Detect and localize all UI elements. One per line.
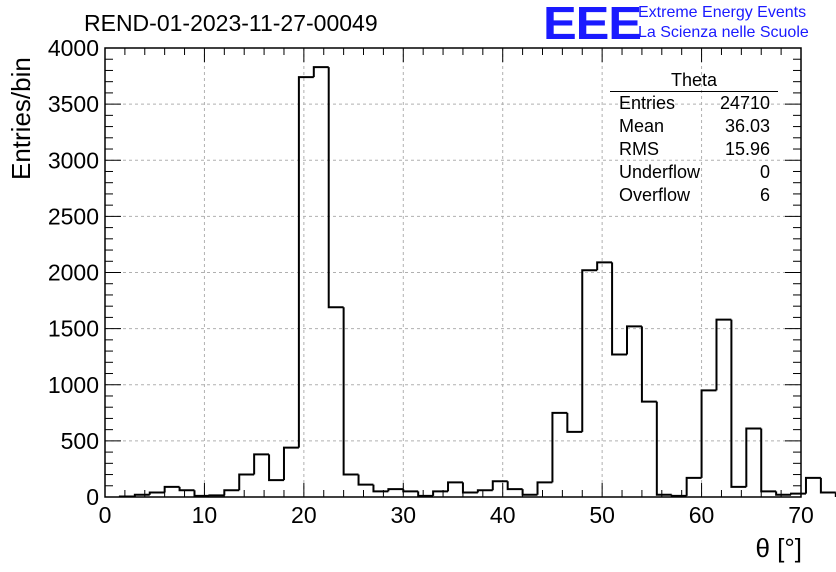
histogram-bin <box>253 453 270 475</box>
stats-label: Underflow <box>619 162 701 182</box>
histogram-bin <box>178 486 195 492</box>
x-tick-label: 60 <box>689 502 715 528</box>
histogram-bin <box>640 326 657 403</box>
x-tick-label: 40 <box>490 502 516 528</box>
stats-row: Overflow 6 <box>610 184 778 207</box>
histogram-bin <box>476 489 493 493</box>
histogram-bin <box>670 494 687 497</box>
histogram-bin <box>193 490 210 497</box>
histogram-bin <box>402 489 419 493</box>
x-tick-label: 20 <box>291 502 317 528</box>
histogram-bin <box>611 262 627 356</box>
histogram-bin <box>387 488 404 492</box>
histogram-bin <box>730 319 747 488</box>
y-tick-label: 500 <box>61 428 99 454</box>
histogram-bin <box>506 481 523 491</box>
x-axis-label: θ [°] <box>755 533 802 563</box>
stats-row: Underflow 0 <box>610 161 778 184</box>
histogram-bin <box>208 494 225 497</box>
histogram-bin <box>342 307 359 476</box>
histogram-bin <box>700 389 717 478</box>
histogram-bin <box>655 401 672 496</box>
histogram-bin <box>804 476 821 494</box>
y-tick-label: 2500 <box>48 203 99 229</box>
histogram-bin <box>148 491 165 495</box>
y-tick-label: 0 <box>86 484 99 510</box>
histogram-bin <box>432 490 449 496</box>
stats-label: Entries <box>619 93 676 113</box>
x-tick-labels: 0 10 20 30 40 50 60 70 <box>99 502 814 528</box>
logo-line-2: La Scienza nelle Scuole <box>638 24 809 41</box>
stats-label: RMS <box>619 139 659 159</box>
stats-value: 24710 <box>719 93 770 113</box>
stats-value: 6 <box>759 185 770 205</box>
histogram-bin <box>327 67 344 309</box>
histogram-bin <box>447 481 463 492</box>
histogram-bin <box>297 76 314 448</box>
y-axis-label: Entries/bin <box>6 57 36 180</box>
histogram-bin <box>745 427 762 487</box>
histogram-bin <box>372 484 389 493</box>
y-tick-labels: 0 500 1000 1500 2000 2500 3000 3500 4000 <box>48 35 99 510</box>
y-tick-label: 4000 <box>48 35 99 61</box>
histogram-bin <box>596 261 613 271</box>
y-tick-label: 1500 <box>48 316 99 342</box>
stats-box-title: Theta <box>610 70 778 92</box>
x-tick-label: 10 <box>192 502 218 528</box>
histogram-bin <box>581 269 598 432</box>
plot-frame <box>104 47 802 498</box>
histogram-bin <box>238 473 255 491</box>
y-tick-label: 2000 <box>48 260 99 286</box>
y-tick-label: 3500 <box>48 91 99 117</box>
x-tick-label: 50 <box>589 502 615 528</box>
histogram-bin <box>163 485 180 493</box>
grid-lines <box>105 48 801 497</box>
stats-row: RMS 15.96 <box>610 138 778 161</box>
histogram-bin <box>760 428 777 493</box>
histogram-bin <box>521 489 538 496</box>
stats-label: Mean <box>619 116 665 136</box>
histogram-bin <box>491 480 508 491</box>
histogram-bin <box>223 489 240 496</box>
stats-row: Mean 36.03 <box>610 115 778 138</box>
x-tick-label: 0 <box>99 502 112 528</box>
histogram-bin <box>551 411 568 483</box>
stats-value: 15.96 <box>724 139 770 159</box>
histogram-bin <box>417 491 434 497</box>
histogram-bin <box>566 412 583 433</box>
histogram-bin <box>715 318 732 391</box>
histogram-bin <box>819 477 836 494</box>
histogram-bin <box>790 492 806 495</box>
logo-line-1: Extreme Energy Events <box>638 4 807 21</box>
axis-ticks <box>104 47 802 498</box>
histogram-bin <box>312 66 329 78</box>
stats-value: 0 <box>759 162 770 182</box>
histogram-bin <box>461 482 478 494</box>
histogram-bin <box>626 325 642 355</box>
x-tick-label: 70 <box>788 502 814 528</box>
histogram-bin <box>133 493 150 497</box>
histogram-bin <box>268 454 284 482</box>
histogram-bin <box>685 476 702 496</box>
chart-title: REND-01-2023-11-27-00049 <box>84 10 378 36</box>
eee-logo: EEE <box>543 0 642 49</box>
y-tick-label: 1000 <box>48 372 99 398</box>
x-tick-label: 30 <box>390 502 416 528</box>
histogram-bin <box>536 481 553 495</box>
stats-row: Entries 24710 <box>610 92 778 115</box>
stats-value: 36.03 <box>724 116 770 136</box>
histogram-bin <box>282 446 299 481</box>
stats-box: Theta Entries 24710 Mean 36.03 RMS 15.96… <box>610 70 778 207</box>
stats-label: Overflow <box>619 185 691 205</box>
histogram-bin <box>775 491 792 496</box>
histogram-bin <box>357 474 374 486</box>
y-tick-label: 3000 <box>48 147 99 173</box>
